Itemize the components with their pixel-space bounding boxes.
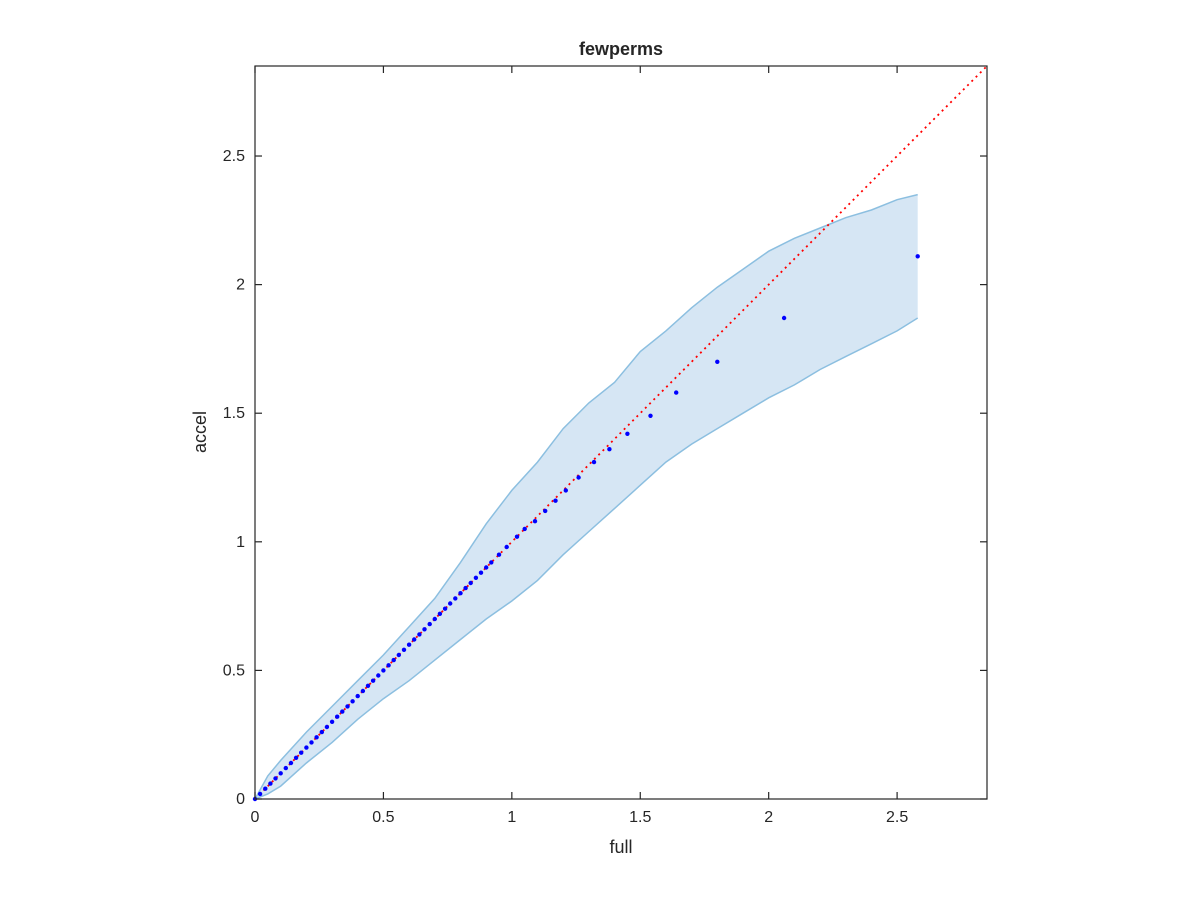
data-point [422,627,427,632]
data-point [514,534,520,539]
y-tick-label: 1 [236,534,245,551]
data-point [484,565,489,570]
data-point [309,740,314,745]
data-point [381,668,386,673]
data-point [299,750,304,755]
data-point [376,673,381,678]
band-lower-edge [254,317,919,800]
data-point [345,704,350,709]
data-point [489,560,494,565]
data-point [314,735,319,740]
y-axis-label: accel [190,411,210,453]
data-point [473,575,479,580]
data-point [278,771,283,776]
plot-frame [254,65,988,800]
y-tick-label: 0.5 [223,662,245,679]
data-point [406,642,412,647]
data-point [386,663,391,668]
reference-line [254,65,988,800]
data-point [674,390,679,395]
data-point [563,488,568,493]
data-point [453,596,458,601]
y-tick-label: 2 [236,277,245,294]
x-tick-label: 0 [251,809,260,826]
x-tick-label: 1 [507,809,516,826]
data-point [329,719,335,724]
y-tick-label: 2.5 [223,148,245,165]
data-point [324,724,330,730]
data-point [576,475,581,480]
x-axis-label: full [609,837,632,857]
data-point [781,315,787,321]
data-point [553,498,558,503]
data-point [468,580,473,586]
axes-box [254,65,988,800]
data-point [458,591,463,596]
x-tick-label: 1.5 [629,809,651,826]
data-point [335,714,340,719]
data-point [288,760,294,766]
data-point [625,431,630,436]
data-point [257,791,263,797]
data-point [360,688,366,694]
data-point [448,601,453,606]
data-point [365,683,371,688]
data-point [532,519,538,524]
data-point [417,632,422,637]
band-upper-edge [254,193,918,800]
confidence-band-layer [254,193,919,800]
data-point [915,254,920,259]
data-point [340,709,345,714]
data-point [293,755,299,760]
data-point [543,508,548,514]
data-point [355,693,360,699]
data-point [391,657,396,663]
x-tick-label: 2.5 [886,809,908,826]
data-points-layer [252,254,920,802]
data-point [427,621,432,627]
x-tick-label: 0.5 [372,809,394,826]
data-point [283,765,288,771]
data-point [437,611,443,616]
data-point [268,781,273,786]
data-point [350,699,355,704]
confidence-band-fill [255,194,918,800]
data-point [442,606,448,611]
data-point [396,652,401,658]
data-point [263,786,268,791]
data-point [496,552,502,557]
data-point [432,616,437,622]
data-point [715,359,720,364]
data-point [522,526,527,532]
data-point [273,776,278,781]
y-tick-label: 0 [236,791,245,808]
data-point [478,570,484,575]
chart-title: fewperms [579,39,663,59]
data-point [412,637,417,642]
data-point [504,544,509,550]
y-tick-label: 1.5 [223,405,245,422]
data-point [319,729,324,735]
data-point [648,413,653,418]
data-point [463,585,468,591]
data-point [591,459,597,465]
data-point [607,447,612,452]
x-tick-label: 2 [764,809,773,826]
reference-line-layer [254,65,988,800]
data-point [304,745,309,750]
data-point [370,678,376,683]
ticks-layer: 0 0.5 1 1.5 2 2.5 0 0.5 1 1.5 2 2.5 [223,66,987,826]
data-point [401,647,407,652]
